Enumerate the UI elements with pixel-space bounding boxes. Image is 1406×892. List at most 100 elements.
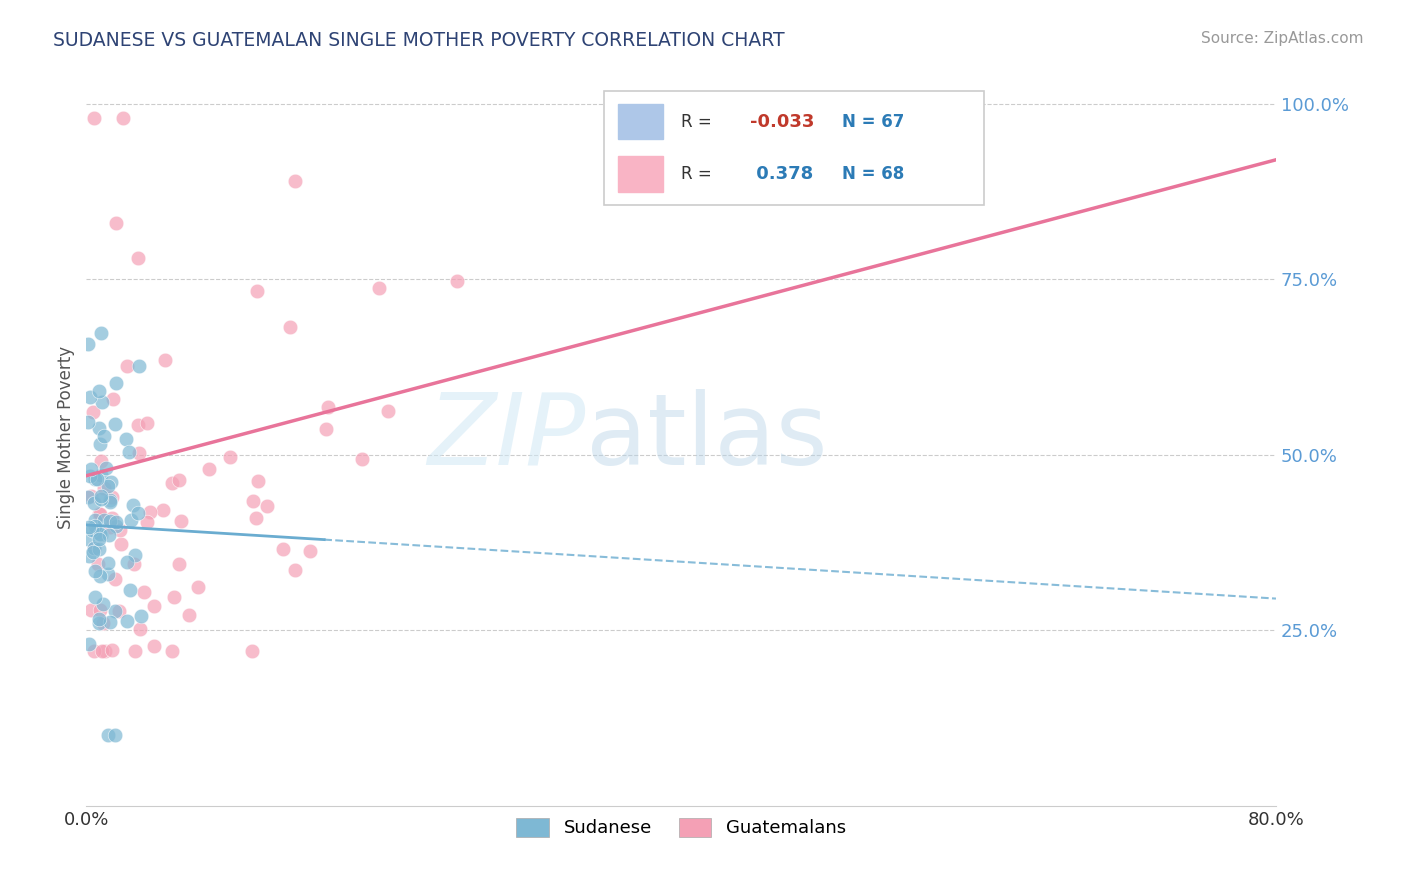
Point: [82, 405, 104, 419]
Point: [98, 615, 121, 629]
Point: [153, 353, 176, 368]
Point: [134, 585, 156, 599]
Point: [98, 493, 121, 508]
Point: [128, 359, 150, 374]
Point: [169, 558, 191, 572]
Point: [127, 417, 149, 432]
Point: [120, 513, 142, 527]
Point: [197, 462, 219, 476]
Point: [162, 476, 184, 491]
Text: -0.033: -0.033: [751, 112, 814, 130]
Point: [97, 528, 120, 542]
Point: [87, 615, 110, 630]
Point: [143, 639, 166, 653]
Point: [124, 557, 146, 571]
Point: [90, 454, 112, 468]
Point: [79, 390, 101, 404]
Point: [86, 472, 108, 486]
Point: [90, 644, 112, 658]
FancyBboxPatch shape: [619, 103, 664, 139]
Point: [76, 532, 98, 546]
Point: [84, 591, 107, 605]
Point: [91, 597, 114, 611]
Text: 0.378: 0.378: [751, 165, 814, 183]
Point: [121, 498, 143, 512]
Point: [179, 608, 201, 623]
Point: [128, 446, 150, 460]
Point: [118, 445, 141, 459]
Point: [89, 533, 111, 547]
Point: [77, 549, 100, 563]
Point: [129, 623, 152, 637]
Point: [105, 376, 128, 390]
Point: [315, 421, 337, 435]
Point: [245, 511, 267, 525]
Point: [114, 432, 136, 446]
Point: [82, 545, 104, 559]
Point: [93, 513, 115, 527]
Point: [135, 416, 157, 430]
Point: [87, 508, 110, 522]
Point: [100, 491, 122, 505]
Point: [368, 281, 391, 295]
Text: R =: R =: [681, 112, 717, 130]
Point: [117, 359, 139, 373]
Point: [90, 395, 112, 409]
Point: [93, 615, 115, 630]
Point: [87, 612, 110, 626]
Point: [80, 602, 103, 616]
Text: SUDANESE VS GUATEMALAN SINGLE MOTHER POVERTY CORRELATION CHART: SUDANESE VS GUATEMALAN SINGLE MOTHER POV…: [53, 31, 785, 50]
Point: [350, 452, 373, 467]
Point: [84, 472, 107, 486]
Point: [83, 496, 105, 510]
Point: [104, 729, 127, 743]
Point: [242, 494, 264, 508]
Point: [115, 614, 138, 628]
Point: [97, 556, 120, 570]
Point: [97, 479, 120, 493]
Point: [80, 462, 103, 476]
Text: Source: ZipAtlas.com: Source: ZipAtlas.com: [1201, 31, 1364, 46]
Point: [100, 520, 122, 534]
Point: [79, 469, 101, 483]
Point: [90, 326, 112, 340]
Y-axis label: Single Mother Poverty: Single Mother Poverty: [58, 345, 75, 529]
Point: [90, 492, 112, 507]
Point: [219, 450, 242, 464]
Point: [105, 515, 128, 529]
Point: [94, 644, 117, 658]
Point: [97, 729, 120, 743]
Point: [90, 489, 112, 503]
FancyBboxPatch shape: [619, 156, 664, 192]
Point: [242, 644, 264, 658]
Text: N = 68: N = 68: [842, 165, 904, 183]
Point: [96, 461, 118, 475]
Point: [89, 569, 111, 583]
Text: R =: R =: [681, 165, 717, 183]
Point: [105, 518, 128, 533]
Point: [87, 421, 110, 435]
Point: [104, 572, 127, 586]
Point: [105, 216, 128, 230]
Point: [124, 644, 146, 658]
Point: [84, 513, 107, 527]
Point: [79, 519, 101, 533]
Point: [100, 475, 122, 489]
Point: [187, 580, 209, 594]
Point: [280, 319, 302, 334]
Text: ZIP: ZIP: [427, 389, 586, 485]
Point: [160, 644, 183, 658]
Point: [284, 563, 307, 577]
Point: [98, 514, 121, 528]
Point: [115, 555, 138, 569]
Point: [89, 508, 111, 522]
Point: [256, 500, 278, 514]
Point: [87, 542, 110, 557]
Point: [112, 111, 135, 125]
Point: [89, 527, 111, 541]
Point: [101, 642, 124, 657]
Point: [446, 274, 468, 288]
Point: [84, 524, 107, 539]
Point: [246, 284, 269, 298]
Point: [101, 510, 124, 524]
